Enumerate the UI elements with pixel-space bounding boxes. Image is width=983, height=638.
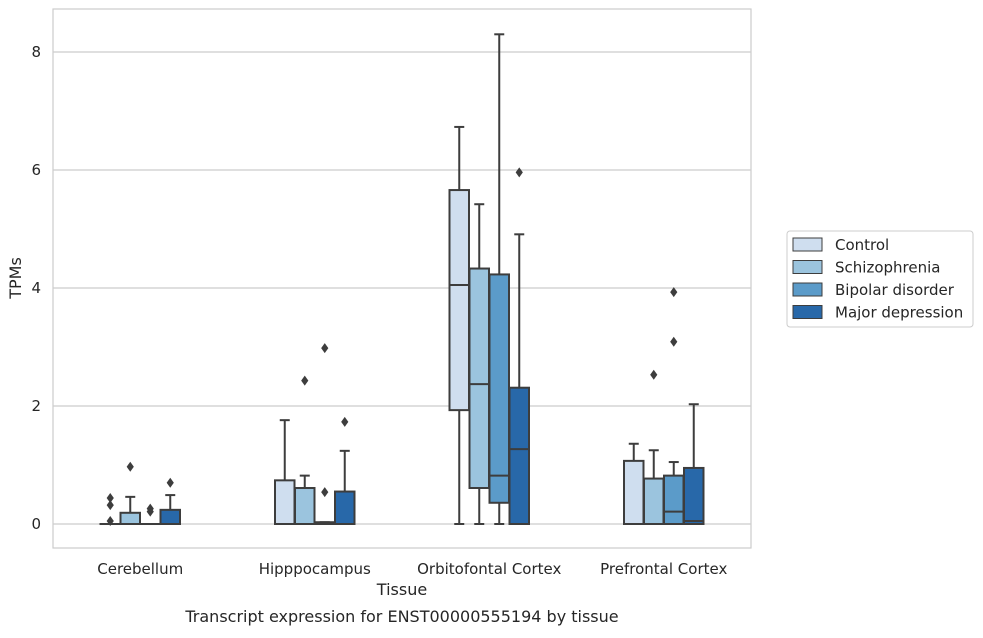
legend-label-2: Bipolar disorder [835,281,955,299]
box-layer [101,34,704,526]
box-3-2 [510,167,530,524]
box-0-2 [450,127,470,524]
box-body [490,274,510,502]
y-tick-label: 8 [31,43,41,61]
y-tick-label: 2 [31,397,41,415]
outlier-point [321,487,328,497]
box-0-0 [101,493,121,526]
box-2-2 [490,34,510,524]
box-body [161,510,181,524]
box-3-0 [161,478,181,524]
box-3-1 [335,417,355,524]
legend-swatch-0 [793,238,822,251]
outlier-point [107,493,114,503]
box-body [470,269,490,488]
y-tick-label: 4 [31,279,41,297]
outlier-point [670,337,677,347]
legend-swatch-3 [793,306,822,319]
box-1-1 [295,376,315,524]
box-0-1 [275,420,295,524]
legend: Control Schizophrenia Bipolar disorder Majo… [787,231,973,327]
legend-swatch-1 [793,261,822,274]
outlier-point [301,376,308,386]
outlier-point [321,343,328,353]
box-1-3 [644,370,664,524]
box-body [510,388,530,524]
box-body [295,488,315,524]
box-0-3 [624,444,644,524]
legend-label-0: Control [835,236,889,254]
x-tick-label: Cerebellum [97,560,183,578]
box-body [335,492,355,524]
box-2-0 [141,504,161,524]
box-body [644,479,664,524]
box-body [664,476,684,524]
box-2-1 [315,343,335,524]
box-body [684,468,704,524]
gridlines [53,52,751,524]
x-tick-label: Hipppocampus [259,560,371,578]
box-body [121,513,141,524]
outlier-point [670,287,677,297]
legend-swatch-2 [793,283,822,296]
outlier-point [650,370,657,380]
box-3-3 [684,404,704,524]
outlier-point [516,167,523,177]
legend-label-1: Schizophrenia [835,259,940,277]
box-body [450,190,470,410]
outlier-point [127,462,134,472]
box-body [275,480,295,524]
y-tick-label: 0 [31,515,41,533]
y-tick-label: 6 [31,161,41,179]
x-tick-label: Orbitofontal Cortex [417,560,561,578]
box-1-0 [121,462,141,524]
x-axis-label: Tissue [376,580,427,599]
outlier-point [341,417,348,427]
legend-label-3: Major depression [835,304,963,322]
chart-caption: Transcript expression for ENST0000055519… [184,607,618,626]
plot-frame [53,9,751,548]
x-tick-label: Prefrontal Cortex [600,560,727,578]
y-axis-label: TPMs [6,257,25,300]
box-body [624,461,644,524]
outlier-point [167,478,174,488]
box-1-2 [470,204,490,524]
